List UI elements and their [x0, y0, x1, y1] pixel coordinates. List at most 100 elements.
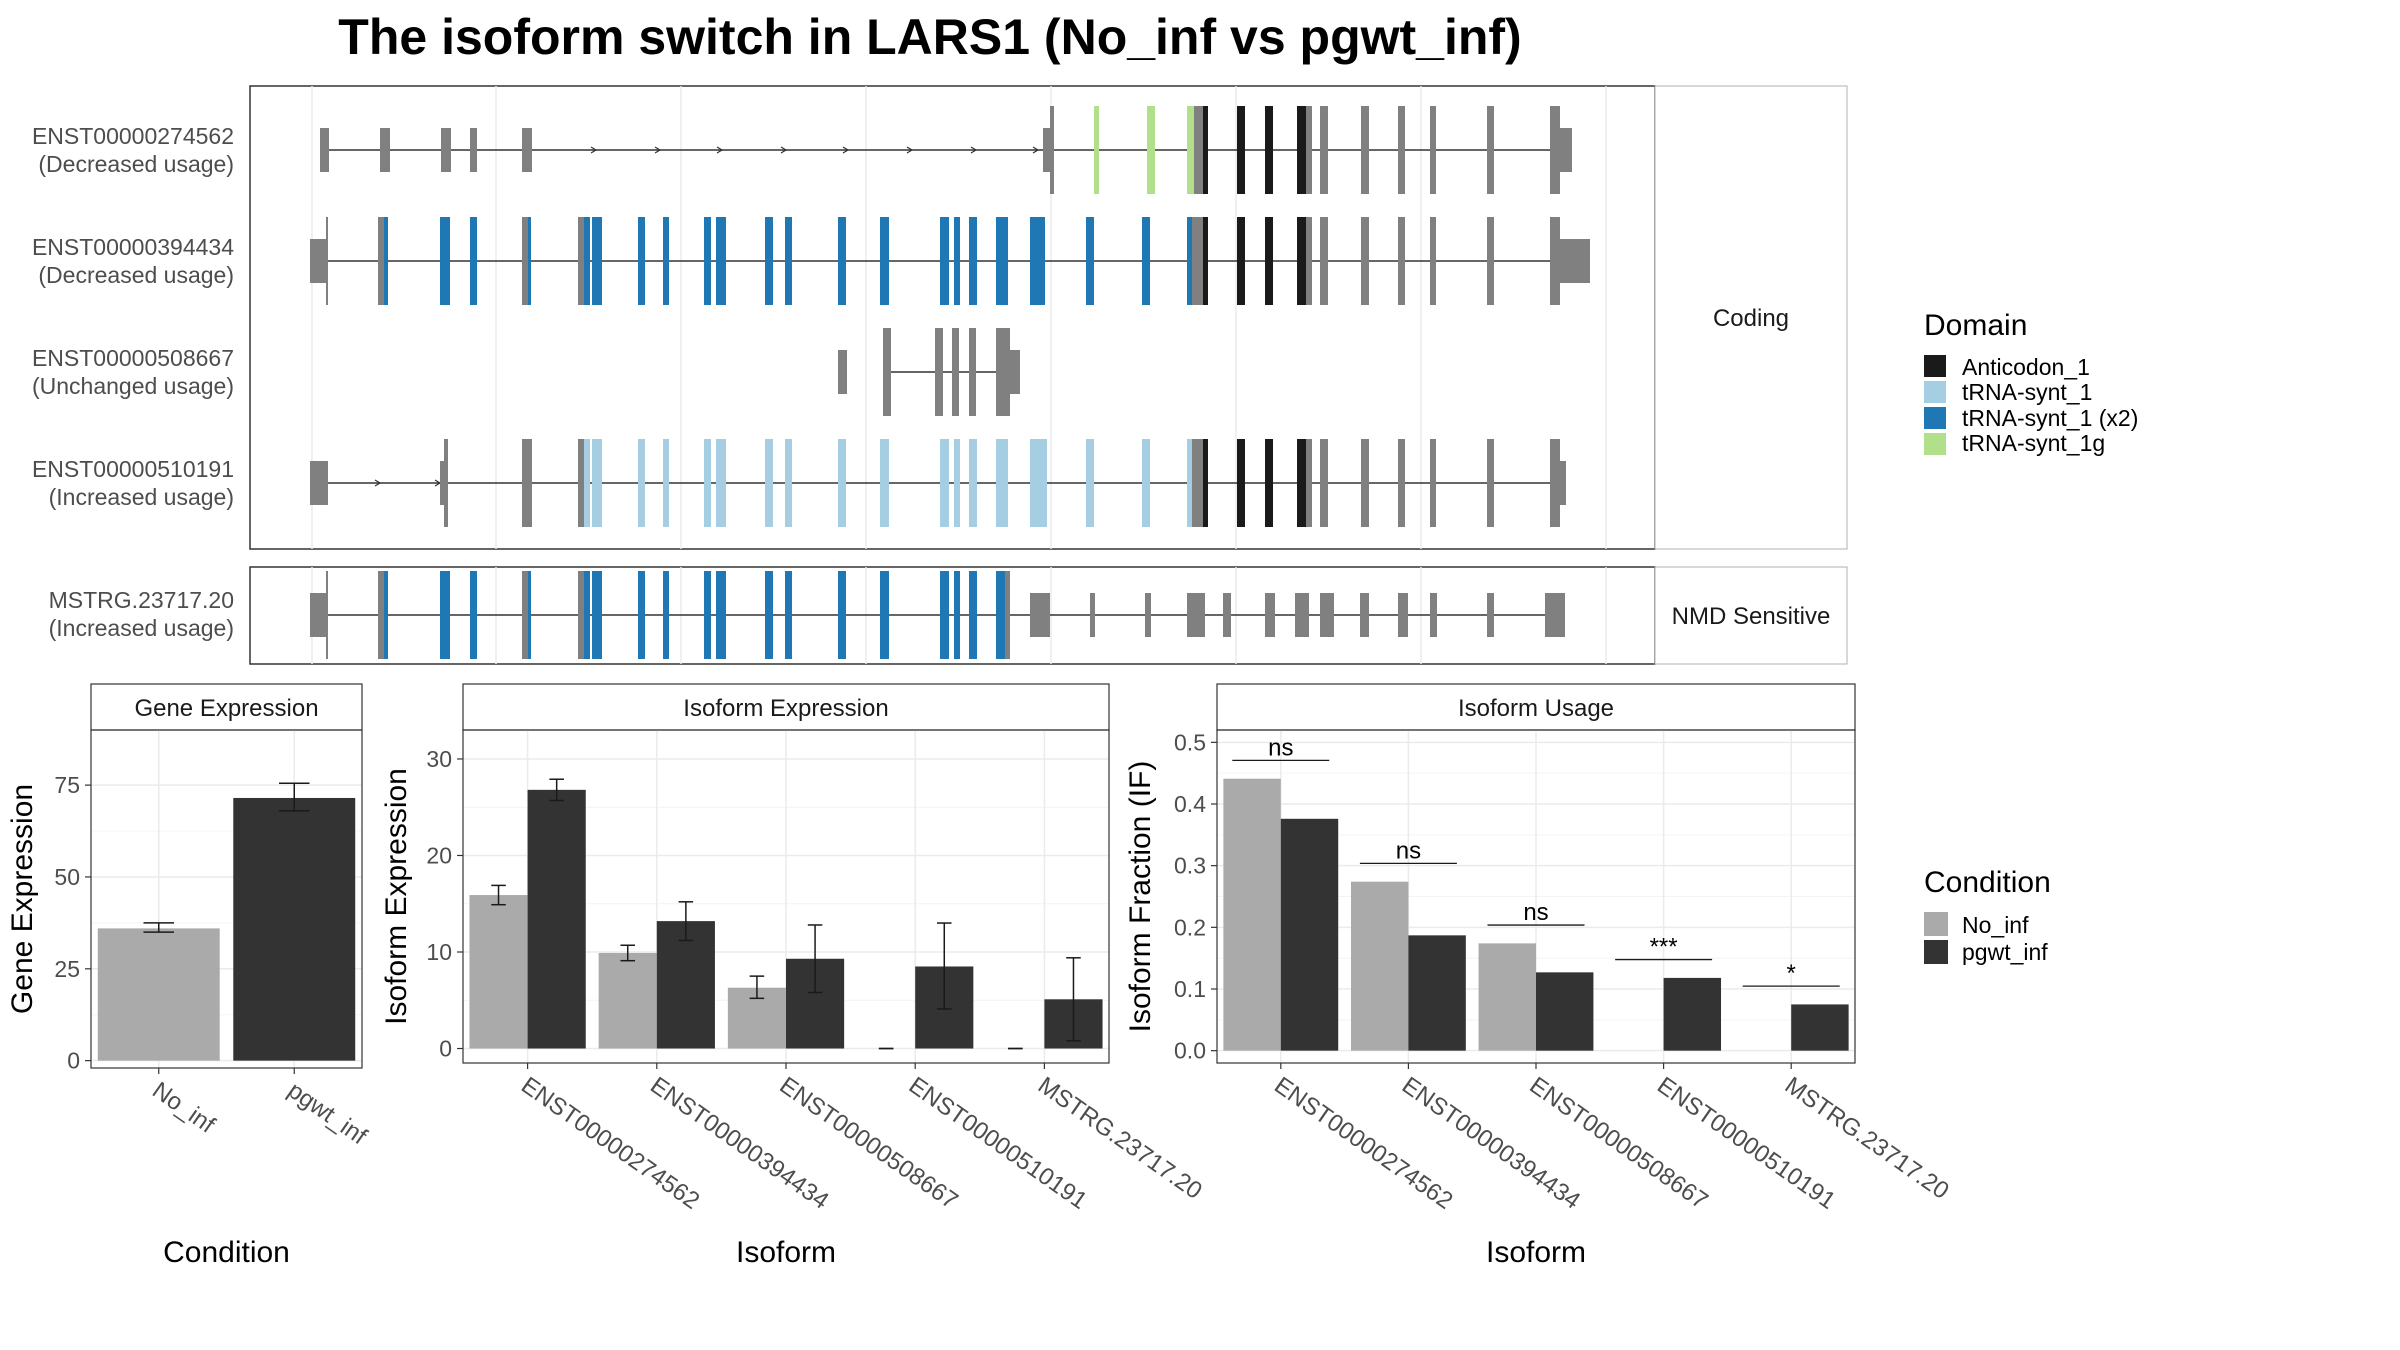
exon: [1192, 217, 1203, 305]
bar: [598, 952, 657, 1049]
exon: [1361, 106, 1369, 194]
chart-frame: [90, 729, 363, 1069]
exon: [638, 217, 645, 305]
isoform-usage-label: (Increased usage): [49, 615, 234, 641]
exon: [1086, 217, 1094, 305]
exon: [1360, 593, 1369, 637]
exon: [954, 439, 960, 527]
exon: [1306, 439, 1312, 527]
exon: [592, 439, 602, 527]
exon: [1297, 106, 1306, 194]
exon: [940, 439, 949, 527]
exon: [1030, 593, 1050, 637]
chart-title: Isoform Usage: [1458, 695, 1614, 722]
exon: [880, 217, 889, 305]
bar: [1663, 977, 1722, 1051]
bar: [1280, 818, 1339, 1051]
isoform-usage-label: (Decreased usage): [38, 262, 234, 288]
y-tick-label: 0.2: [1174, 914, 1206, 940]
x-tick-label: pgwt_inf: [283, 1077, 372, 1151]
legend-label: tRNA-synt_1 (x2): [1962, 405, 2138, 431]
legend-label: Anticodon_1: [1962, 354, 2090, 380]
exon: [528, 571, 531, 659]
exon: [441, 128, 451, 172]
x-axis-title: Isoform: [1486, 1236, 1586, 1269]
isoform-id-label: ENST00000274562: [32, 123, 234, 149]
exon: [1203, 106, 1208, 194]
x-axis-title: Isoform: [736, 1236, 836, 1269]
exon: [883, 328, 889, 416]
bar: [656, 921, 715, 1049]
isoform-usage-label: (Increased usage): [49, 484, 234, 510]
exon: [1223, 593, 1231, 637]
nmd-strip: [1654, 566, 1848, 665]
exon: [584, 571, 590, 659]
y-tick-label: 20: [426, 842, 452, 868]
exon: [996, 439, 1008, 527]
strand-arrow: [780, 146, 788, 154]
domain-legend: Domain Anticodon_1 tRNA-synt_1 tRNA-synt…: [1924, 309, 2138, 456]
exon: [1430, 439, 1436, 527]
bar: [97, 928, 220, 1061]
exon: [444, 439, 448, 527]
exon: [378, 217, 384, 305]
exon: [1237, 217, 1245, 305]
exon: [1398, 217, 1405, 305]
exon: [1320, 593, 1334, 637]
isoform-id-label: ENST00000510191: [32, 456, 234, 482]
exon: [935, 328, 943, 416]
chart-strip: [1216, 683, 1856, 731]
isoform-usage-label: (Decreased usage): [38, 151, 234, 177]
exon: [1187, 439, 1192, 527]
exon: [522, 217, 530, 305]
isoform-id-label: MSTRG.23717.20: [49, 587, 234, 613]
exon: [638, 571, 645, 659]
exon: [1005, 571, 1010, 659]
legend-label: tRNA-synt_1g: [1962, 430, 2105, 456]
exon: [310, 461, 328, 505]
legend-label: pgwt_inf: [1962, 939, 2048, 965]
isoform-expression-chart: Isoform Expression0102030ENST00000274562…: [380, 683, 1207, 1269]
exon: [1430, 217, 1436, 305]
isoform-labels: ENST00000274562 (Decreased usage) ENST00…: [32, 123, 234, 641]
exon: [1560, 239, 1590, 283]
coding-gridlines: [311, 86, 1607, 549]
isoform-tracks: [310, 106, 1590, 659]
chart-title: Isoform Expression: [683, 695, 888, 722]
exon: [785, 217, 792, 305]
exon: [704, 571, 711, 659]
exon: [954, 571, 960, 659]
exon: [880, 571, 889, 659]
significance-label: *: [1787, 960, 1796, 987]
y-tick-label: 0.4: [1174, 791, 1206, 817]
exon: [969, 328, 976, 416]
significance-label: ***: [1650, 934, 1678, 961]
exon: [1145, 593, 1151, 637]
exon: [1320, 217, 1328, 305]
exon: [996, 328, 1010, 416]
exon: [384, 571, 388, 659]
coding-strip: [1654, 85, 1848, 550]
chart-title: Gene Expression: [134, 695, 318, 722]
isoform-usage-chart: Isoform Usagensnsns****0.00.10.20.30.40.…: [1124, 683, 1954, 1269]
y-axis-title: Gene Expression: [6, 784, 39, 1014]
exon: [765, 439, 773, 527]
y-tick-label: 25: [54, 956, 80, 982]
exon: [969, 439, 977, 527]
bar: [233, 797, 356, 1061]
exon: [663, 439, 669, 527]
y-axis-title: Isoform Expression: [380, 768, 413, 1025]
exon: [1550, 217, 1560, 305]
strand-arrow: [970, 146, 978, 154]
exon: [952, 328, 959, 416]
exon: [1430, 106, 1436, 194]
exon: [310, 593, 326, 637]
x-axis-title: Condition: [163, 1236, 290, 1269]
exon: [1142, 439, 1150, 527]
exon: [1361, 217, 1369, 305]
exon: [940, 571, 949, 659]
significance-label: ns: [1396, 837, 1421, 864]
strand-arrow: [842, 146, 850, 154]
exon: [1237, 439, 1245, 527]
isoform-id-label: ENST00000508667: [32, 345, 234, 371]
